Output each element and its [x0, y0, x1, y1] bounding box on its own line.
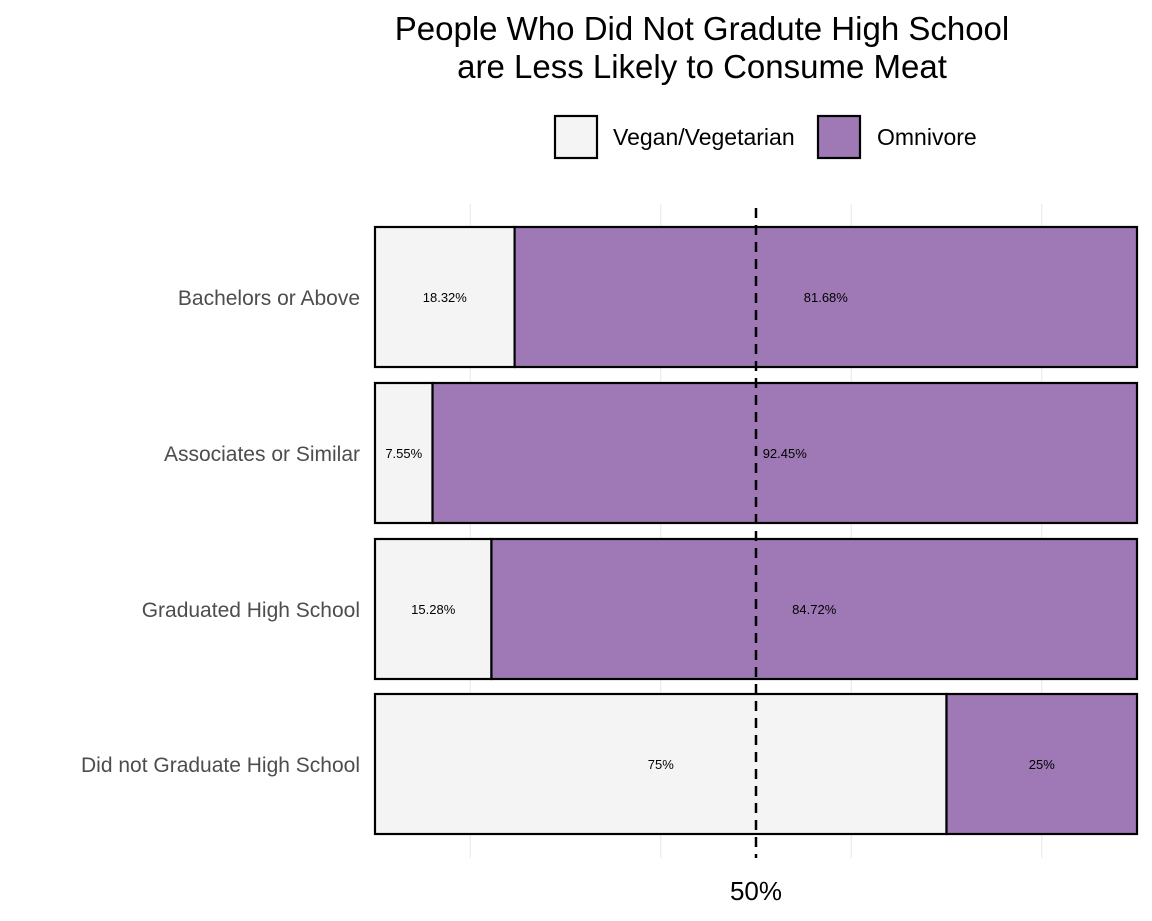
data-label: 84.72%	[792, 602, 837, 617]
bars	[373, 225, 1139, 836]
bar-segment-vegan-vegetarian	[373, 225, 516, 369]
data-label: 25%	[1029, 757, 1055, 772]
category-label: Did not Graduate High School	[81, 754, 360, 777]
data-label: 92.45%	[763, 446, 808, 461]
bar-segment-vegan-vegetarian	[373, 692, 948, 836]
legend-key-omnivore	[816, 114, 862, 160]
bar-segment-vegan-vegetarian	[373, 537, 493, 681]
chart-title-line-1: People Who Did Not Gradute High School	[395, 10, 1010, 47]
reference-line-group: 50%	[730, 208, 782, 906]
legend-label: Vegan/Vegetarian	[613, 124, 795, 150]
legend: Vegan/Vegetarian Omnivore	[553, 114, 977, 160]
data-label: 15.28%	[411, 602, 456, 617]
bar-segment-omnivore	[945, 692, 1139, 836]
category-axis-labels: Bachelors or Above Associates or Similar G…	[81, 287, 360, 777]
chart-title-line-2: are Less Likely to Consume Meat	[457, 48, 947, 85]
data-label: 75%	[648, 757, 674, 772]
data-label: 81.68%	[804, 290, 849, 305]
reference-line-label: 50%	[730, 876, 782, 906]
category-label: Bachelors or Above	[178, 287, 360, 310]
bar-segment-omnivore	[490, 537, 1139, 681]
legend-key-vegan-vegetarian	[553, 114, 599, 160]
legend-label: Omnivore	[877, 124, 977, 150]
data-label: 7.55%	[385, 446, 422, 461]
bar-segment-omnivore	[513, 225, 1139, 369]
bar-segment-omnivore	[431, 381, 1139, 525]
bar-segment-vegan-vegetarian	[373, 381, 434, 525]
category-label: Associates or Similar	[164, 443, 360, 466]
category-label: Graduated High School	[142, 599, 360, 622]
data-labels: 18.32% 81.68% 7.55% 92.45% 15.28% 84.72% 75% 25…	[385, 290, 1055, 772]
data-label: 18.32%	[423, 290, 468, 305]
